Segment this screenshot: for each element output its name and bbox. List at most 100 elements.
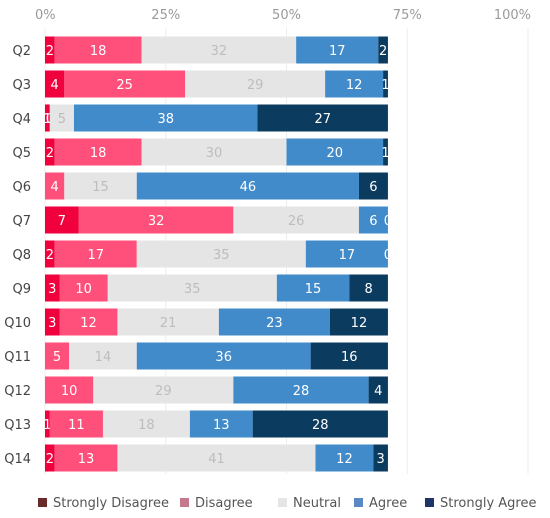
bar-segment	[93, 376, 234, 404]
data-label: 46	[240, 180, 257, 195]
data-label: 4	[51, 78, 59, 93]
data-label: 8	[364, 282, 372, 297]
bar-segment	[49, 104, 74, 132]
data-label: 27	[314, 112, 331, 127]
bar-segment	[252, 410, 388, 438]
data-label: 3	[377, 452, 385, 467]
data-label: 3	[48, 316, 56, 331]
bar-segment	[54, 36, 142, 64]
bar-segment	[117, 308, 219, 336]
category-label: Q6	[12, 180, 31, 195]
data-label: 2	[46, 248, 54, 263]
data-label: 18	[90, 146, 107, 161]
legend-swatch	[354, 498, 363, 507]
data-label: 28	[312, 418, 329, 433]
data-label: 14	[95, 350, 112, 365]
data-label: 35	[213, 248, 230, 263]
bar-segment	[54, 240, 137, 268]
legend-swatch	[38, 498, 47, 507]
bar-segment	[325, 70, 384, 98]
data-label: 12	[80, 316, 97, 331]
data-label: 7	[58, 214, 66, 229]
bar-segment	[358, 172, 388, 200]
bar-segment	[45, 444, 55, 472]
category-label: Q5	[12, 146, 31, 161]
data-label: 38	[157, 112, 174, 127]
bar-segment	[378, 36, 388, 64]
legend-label: Disagree	[195, 496, 253, 511]
data-label: 18	[138, 418, 155, 433]
bar-segment	[45, 240, 55, 268]
y-axis-category-labels: Q2 Q3 Q4 Q5 Q6 Q7 Q8 Q9 Q10 Q11 Q12 Q13 Q14	[4, 44, 31, 467]
bar-segment	[185, 70, 326, 98]
legend-label: Agree	[369, 496, 407, 511]
data-label: 4	[374, 384, 382, 399]
data-label: 1	[43, 112, 51, 127]
data-label: 35	[184, 282, 201, 297]
data-label: 0	[384, 248, 392, 263]
bar-segment	[102, 410, 190, 438]
data-label: 29	[247, 78, 264, 93]
bar-segment	[54, 138, 142, 166]
bar-segment	[45, 410, 50, 438]
legend-label: Neutral	[293, 496, 341, 511]
data-label: 4	[51, 180, 59, 195]
data-label: 20	[327, 146, 344, 161]
data-label: 6	[369, 180, 377, 195]
x-axis-tick-labels: 0% 25% 50% 75% 100%	[35, 8, 531, 23]
bar-segment	[257, 104, 388, 132]
data-label: 6	[369, 214, 377, 229]
category-label: Q4	[12, 112, 31, 127]
legend-label: Strongly Agree	[440, 496, 537, 511]
data-label: 2	[46, 146, 54, 161]
bar-segment	[136, 172, 359, 200]
bar-segment	[141, 36, 297, 64]
data-label: 12	[346, 78, 363, 93]
data-label: 30	[206, 146, 223, 161]
data-label: 1	[43, 418, 51, 433]
data-label: 28	[293, 384, 310, 399]
category-label: Q12	[4, 384, 31, 399]
bar-segment	[45, 172, 65, 200]
bar-segment	[383, 138, 388, 166]
bar-segment	[358, 206, 388, 234]
bar-segment	[310, 342, 388, 370]
bar-segment	[69, 342, 137, 370]
data-label: 15	[92, 180, 109, 195]
data-label: 1	[381, 146, 389, 161]
data-label: 3	[48, 282, 56, 297]
legend: Strongly Disagree Disagree Neutral Agree Str…	[38, 496, 537, 511]
bar-segment	[54, 444, 118, 472]
legend-swatch	[278, 498, 287, 507]
data-label: 36	[215, 350, 232, 365]
category-label: Q9	[12, 282, 31, 297]
bar-segment	[45, 138, 55, 166]
data-label: 16	[341, 350, 358, 365]
category-label: Q7	[12, 214, 31, 229]
x-tick-label: 100%	[494, 8, 531, 23]
data-label: 25	[116, 78, 133, 93]
bar-segment	[315, 444, 374, 472]
legend-label: Strongly Disagree	[53, 496, 169, 511]
bar-segment	[49, 410, 103, 438]
bar-segment	[45, 70, 65, 98]
x-tick-label: 75%	[393, 8, 422, 23]
data-label: 18	[90, 44, 107, 59]
data-label: 13	[78, 452, 95, 467]
bar-segment	[368, 376, 388, 404]
category-label: Q10	[4, 316, 31, 331]
bar-segment	[45, 104, 50, 132]
data-label: 17	[329, 44, 346, 59]
data-label: 2	[46, 452, 54, 467]
bar-segment	[349, 274, 388, 302]
category-label: Q3	[12, 78, 31, 93]
bar-segment	[233, 206, 359, 234]
data-label: 23	[266, 316, 283, 331]
data-label: 11	[68, 418, 85, 433]
category-label: Q8	[12, 248, 31, 263]
bar-segment	[329, 308, 388, 336]
bar-segment	[45, 206, 79, 234]
bar-segments: 2183217242529121105382721830201041546673…	[41, 36, 392, 472]
category-label: Q14	[4, 452, 31, 467]
